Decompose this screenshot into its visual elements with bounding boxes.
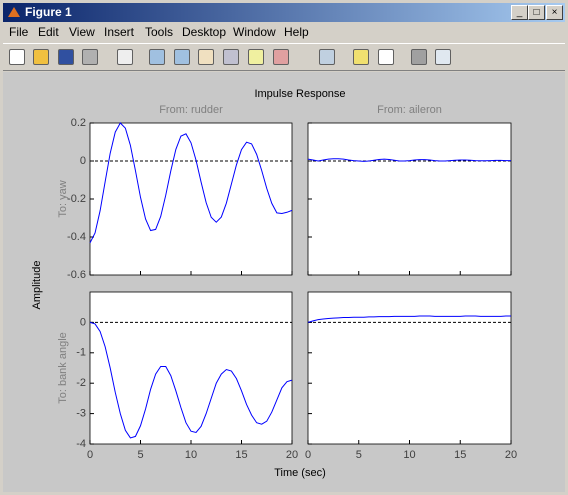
open-button[interactable] <box>33 49 49 65</box>
menu-item[interactable]: Edit <box>38 25 59 39</box>
rotate-button[interactable] <box>223 49 239 65</box>
x-tick-label: 0 <box>305 449 311 461</box>
menu-item[interactable]: Insert <box>104 25 135 39</box>
y-tick-label: -3 <box>76 408 86 420</box>
series-line <box>307 315 511 323</box>
window-title: Figure 1 <box>25 5 72 19</box>
x-tick-label: 5 <box>137 449 143 461</box>
x-tick-label: 20 <box>286 449 298 461</box>
close-button[interactable]: × <box>546 5 563 20</box>
maximize-button[interactable]: □ <box>528 5 545 20</box>
y-tick-label: -2 <box>76 377 86 389</box>
column-label: From: aileron <box>377 104 442 116</box>
select-button[interactable] <box>117 49 133 65</box>
print-button[interactable] <box>82 49 98 65</box>
save-button[interactable] <box>58 49 74 65</box>
y-tick-label: 0.2 <box>71 117 86 129</box>
menu-item[interactable]: Desktop <box>182 25 227 39</box>
y-tick-label: -0.6 <box>67 269 86 281</box>
menu-item[interactable]: Help <box>284 25 309 39</box>
toolbar <box>3 43 565 71</box>
x-tick-label: 20 <box>505 449 517 461</box>
y-tick-label: -0.2 <box>67 193 86 205</box>
series-line <box>89 321 293 439</box>
zoom-in-button[interactable] <box>149 49 165 65</box>
row-label: To: yaw <box>57 180 69 217</box>
column-label: From: rudder <box>159 104 223 116</box>
series-line <box>89 122 293 244</box>
y-axis-label: Amplitude <box>31 261 43 310</box>
plot-area <box>307 291 512 445</box>
app-icon <box>8 7 20 17</box>
colorbar-button[interactable] <box>353 49 369 65</box>
brush-button[interactable] <box>273 49 289 65</box>
row-label: To: bank angle <box>57 332 69 404</box>
datacursor-button[interactable] <box>248 49 264 65</box>
plot-area <box>307 122 512 276</box>
plot-area <box>89 122 293 276</box>
y-tick-label: -4 <box>76 438 86 450</box>
menu-item[interactable]: Window <box>233 25 276 39</box>
x-tick-label: 15 <box>454 449 466 461</box>
legend-button[interactable] <box>378 49 394 65</box>
minimize-button[interactable]: _ <box>511 5 528 20</box>
menu-item[interactable]: View <box>69 25 95 39</box>
y-tick-label: 0 <box>80 316 86 328</box>
series-line <box>307 158 511 162</box>
menu-item[interactable]: File <box>9 25 29 39</box>
x-tick-label: 15 <box>235 449 247 461</box>
figure-title: Impulse Response <box>254 88 345 100</box>
link-button[interactable] <box>319 49 335 65</box>
figure: Impulse Response From: rudder From: ailero… <box>3 72 565 492</box>
hide-tools-button[interactable] <box>411 49 427 65</box>
x-tick-label: 10 <box>403 449 415 461</box>
title-bar: Figure 1 _ □ × <box>3 3 565 22</box>
x-tick-label: 5 <box>356 449 362 461</box>
y-tick-label: -1 <box>76 347 86 359</box>
x-tick-label: 0 <box>87 449 93 461</box>
pan-button[interactable] <box>198 49 214 65</box>
y-tick-label: -0.4 <box>67 231 86 243</box>
zoom-out-button[interactable] <box>174 49 190 65</box>
plot-area <box>89 291 293 445</box>
y-tick-label: 0 <box>80 155 86 167</box>
x-axis-label: Time (sec) <box>274 467 326 479</box>
menu-bar: File Edit View Insert Tools Desktop Window Help <box>3 22 565 41</box>
new-button[interactable] <box>9 49 25 65</box>
x-tick-label: 10 <box>185 449 197 461</box>
menu-item[interactable]: Tools <box>145 25 174 39</box>
show-tools-button[interactable] <box>435 49 451 65</box>
